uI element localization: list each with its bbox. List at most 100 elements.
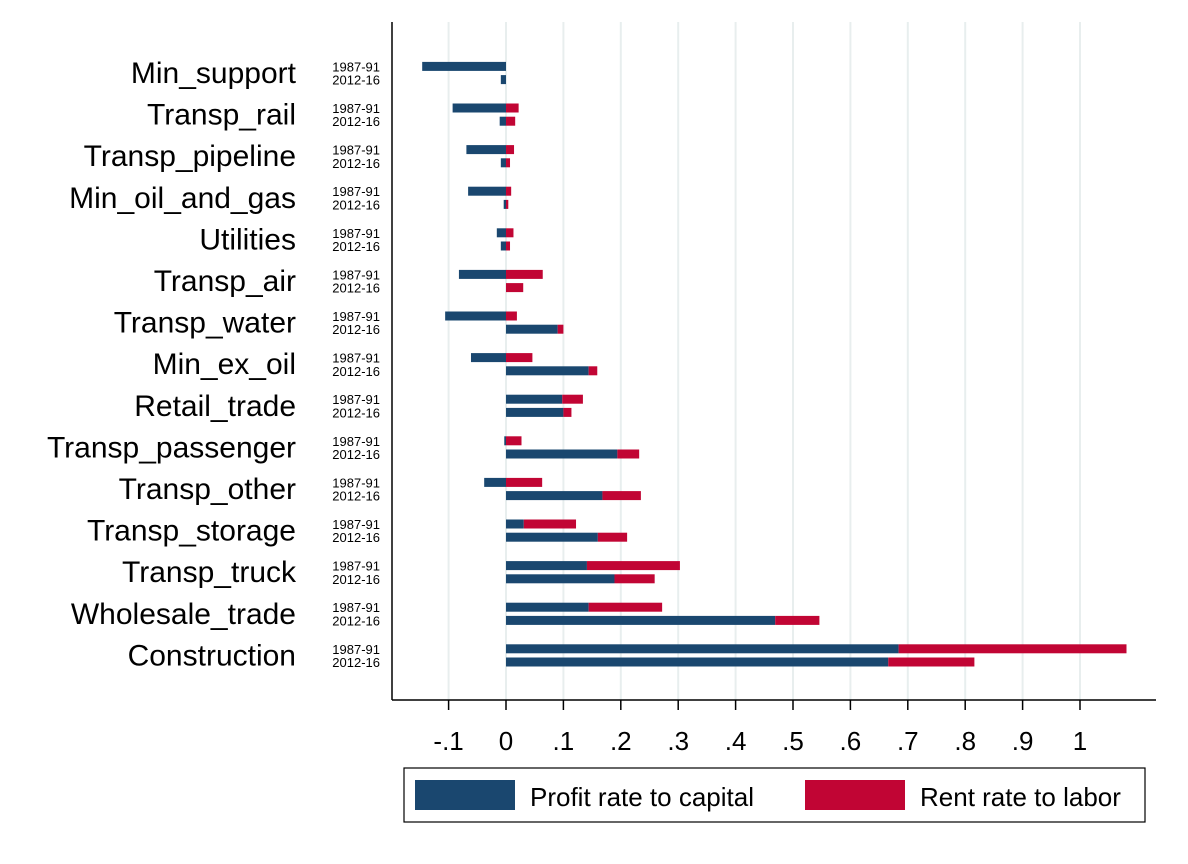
bar-profit bbox=[445, 311, 506, 321]
bar-rent bbox=[775, 615, 820, 625]
bar-rent bbox=[506, 353, 533, 363]
category-label: Min_support bbox=[131, 57, 297, 90]
bar-rent bbox=[898, 644, 1127, 654]
x-tick-label: 1 bbox=[1073, 726, 1087, 756]
bar-rent bbox=[506, 269, 543, 279]
bar-rent bbox=[614, 574, 655, 584]
category-label: Min_oil_and_gas bbox=[69, 182, 296, 215]
period-label: 1987-91 bbox=[332, 351, 380, 366]
period-label: 2012-16 bbox=[332, 405, 380, 420]
bar-rent bbox=[506, 283, 524, 293]
bar-rent bbox=[588, 602, 663, 612]
period-label: 2012-16 bbox=[332, 655, 380, 670]
bar-profit bbox=[470, 353, 506, 363]
legend-box bbox=[403, 767, 1146, 823]
x-tick-label: .2 bbox=[610, 726, 632, 756]
bar-rent bbox=[586, 561, 680, 571]
bar-profit bbox=[506, 394, 563, 404]
period-label: 2012-16 bbox=[332, 489, 380, 504]
legend-swatch-profit bbox=[415, 780, 515, 810]
bar-rent bbox=[588, 366, 598, 376]
period-label: 1987-91 bbox=[332, 642, 380, 657]
bar-rent bbox=[506, 436, 522, 446]
bar-profit bbox=[506, 561, 587, 571]
period-label: 2012-16 bbox=[332, 73, 380, 88]
bar-rent bbox=[617, 449, 640, 459]
x-tick-label: .7 bbox=[897, 726, 919, 756]
period-label: 1987-91 bbox=[332, 434, 380, 449]
bar-profit bbox=[496, 228, 506, 238]
bar-rent bbox=[506, 228, 514, 238]
period-label: 2012-16 bbox=[332, 364, 380, 379]
period-label: 2012-16 bbox=[332, 197, 380, 212]
period-label: 2012-16 bbox=[332, 156, 380, 171]
x-tick-label: .4 bbox=[725, 726, 747, 756]
category-label: Transp_storage bbox=[87, 515, 296, 548]
period-label: 2012-16 bbox=[332, 613, 380, 628]
period-label: 1987-91 bbox=[332, 309, 380, 324]
category-label: Construction bbox=[128, 639, 296, 672]
period-label: 1987-91 bbox=[332, 392, 380, 407]
bar-profit bbox=[499, 116, 506, 126]
x-tick-label: .6 bbox=[840, 726, 862, 756]
x-tick-label: .8 bbox=[954, 726, 976, 756]
bar-profit bbox=[503, 199, 506, 209]
period-label: 2012-16 bbox=[332, 572, 380, 587]
bar-rent bbox=[562, 394, 583, 404]
category-label: Transp_passenger bbox=[47, 431, 296, 464]
axes bbox=[391, 22, 1156, 701]
bar-profit bbox=[506, 407, 564, 417]
bar-rent bbox=[557, 324, 564, 334]
period-label: 1987-91 bbox=[332, 267, 380, 282]
bar-rent bbox=[506, 158, 511, 168]
bar-profit bbox=[506, 602, 589, 612]
bars bbox=[422, 61, 1127, 667]
period-label: 1987-91 bbox=[332, 517, 380, 532]
category-label: Transp_air bbox=[154, 265, 296, 298]
bar-profit bbox=[458, 269, 506, 279]
category-label: Retail_trade bbox=[134, 390, 296, 423]
x-tick-label: -.1 bbox=[433, 726, 463, 756]
bar-profit bbox=[468, 186, 506, 196]
bar-rent bbox=[563, 407, 572, 417]
x-tick-label: .1 bbox=[553, 726, 575, 756]
bar-profit bbox=[506, 574, 615, 584]
bar-rent bbox=[506, 186, 512, 196]
bar-rent bbox=[506, 145, 515, 155]
bar-profit bbox=[466, 145, 506, 155]
bar-rent bbox=[602, 491, 641, 501]
bar-rent bbox=[506, 103, 519, 113]
category-label: Transp_rail bbox=[147, 99, 296, 132]
bar-rent bbox=[888, 657, 975, 667]
legend-swatch-rent bbox=[805, 780, 905, 810]
bar-profit bbox=[506, 657, 889, 667]
period-label: 1987-91 bbox=[332, 559, 380, 574]
period-label: 1987-91 bbox=[332, 101, 380, 116]
bar-rent bbox=[506, 199, 509, 209]
period-label: 2012-16 bbox=[332, 530, 380, 545]
bar-profit bbox=[504, 436, 506, 446]
bar-profit bbox=[506, 491, 603, 501]
period-label: 1987-91 bbox=[332, 226, 380, 241]
bar-rent bbox=[506, 116, 516, 126]
bar-profit bbox=[506, 449, 618, 459]
category-label: Transp_water bbox=[114, 307, 296, 340]
bar-profit bbox=[452, 103, 506, 113]
legend-label-rent: Rent rate to labor bbox=[920, 782, 1121, 812]
legend-label-profit: Profit rate to capital bbox=[530, 782, 754, 812]
bar-profit bbox=[484, 477, 506, 487]
period-label: 1987-91 bbox=[332, 475, 380, 490]
bar-rent bbox=[506, 241, 511, 251]
bar-rent bbox=[523, 519, 577, 529]
period-label: 2012-16 bbox=[332, 447, 380, 462]
bar-profit bbox=[500, 241, 506, 251]
period-label: 2012-16 bbox=[332, 281, 380, 296]
bar-profit bbox=[500, 158, 506, 168]
category-label: Transp_pipeline bbox=[84, 140, 296, 173]
category-label: Transp_truck bbox=[122, 556, 297, 589]
bar-rent bbox=[506, 311, 517, 321]
x-tick-label: 0 bbox=[499, 726, 513, 756]
x-tick-label: .9 bbox=[1012, 726, 1034, 756]
